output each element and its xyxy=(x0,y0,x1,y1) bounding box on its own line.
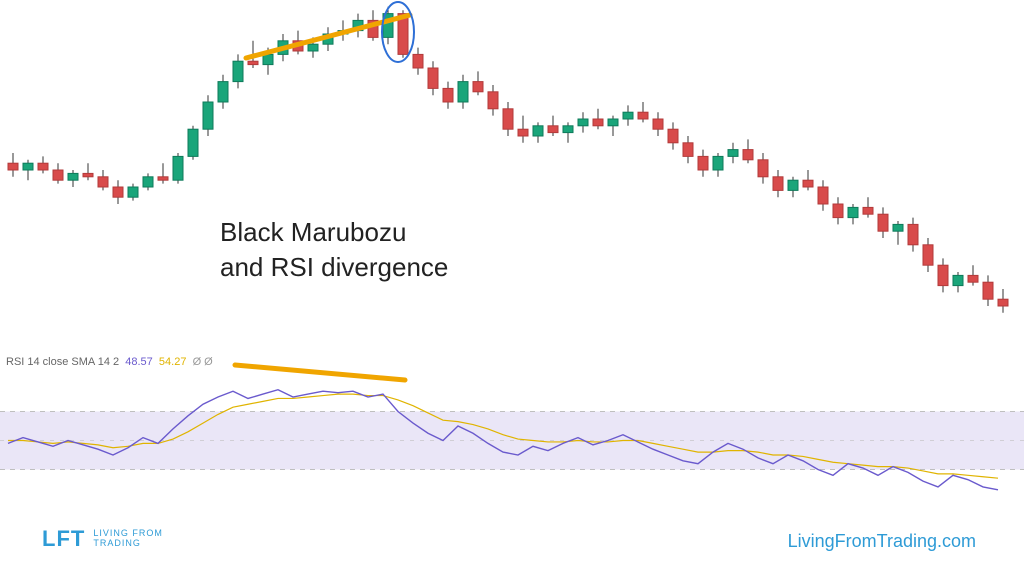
brand-subtitle: LIVING FROM TRADING xyxy=(93,529,163,549)
annotation-text: Black Marubozu and RSI divergence xyxy=(220,215,448,285)
chart-svg xyxy=(0,0,1024,576)
rsi-extra: Ø Ø xyxy=(193,356,213,368)
brand-logo: LFT LIVING FROM TRADING xyxy=(42,526,163,552)
brand-url: LivingFromTrading.com xyxy=(788,531,976,552)
rsi-value-1: 48.57 xyxy=(125,356,153,368)
annotation-line1: Black Marubozu xyxy=(220,217,406,247)
annotation-line2: and RSI divergence xyxy=(220,252,448,282)
rsi-indicator-label: RSI 14 close SMA 14 2 48.57 54.27 Ø Ø xyxy=(6,356,213,368)
brand-logo-text: LFT xyxy=(42,526,85,552)
rsi-label-text: RSI 14 close SMA 14 2 xyxy=(6,356,119,368)
rsi-value-2: 54.27 xyxy=(159,356,187,368)
chart-container xyxy=(0,0,1024,576)
